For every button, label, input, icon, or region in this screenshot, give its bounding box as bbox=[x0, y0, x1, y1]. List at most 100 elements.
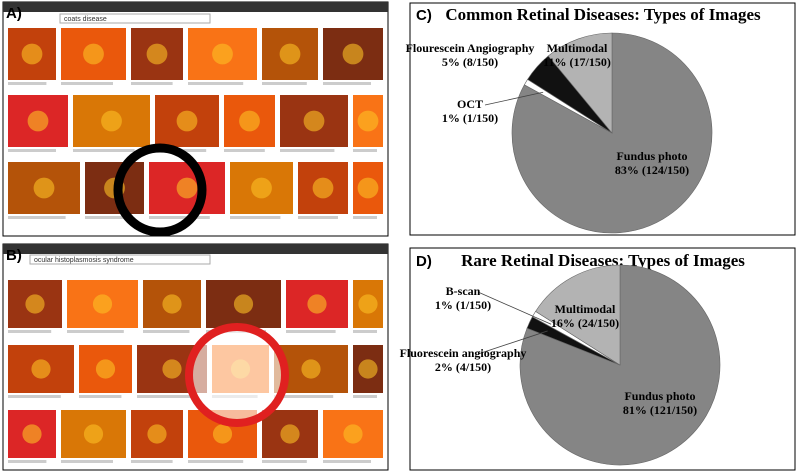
thumbnail-spot bbox=[176, 110, 198, 132]
thumbnail-spot bbox=[95, 359, 116, 379]
thumbnail-caption bbox=[224, 149, 265, 152]
thumbnail-caption bbox=[73, 149, 135, 152]
panel-label: D) bbox=[416, 253, 432, 270]
thumbnail-caption bbox=[262, 82, 307, 85]
thumbnail-caption bbox=[286, 330, 336, 333]
thumbnail-spot bbox=[92, 294, 113, 314]
thumbnail-caption bbox=[8, 216, 66, 219]
thumbnail-caption bbox=[79, 395, 122, 398]
thumbnail-spot bbox=[251, 177, 272, 199]
thumbnail-spot bbox=[83, 424, 104, 444]
thumbnail-spot bbox=[343, 424, 363, 444]
thumbnail-caption bbox=[230, 216, 281, 219]
thumbnail-caption bbox=[298, 216, 338, 219]
thumbnail-caption bbox=[8, 395, 61, 398]
slice-value-label: 81% (121/150) bbox=[623, 403, 697, 417]
slice-value-label: 2% (4/150) bbox=[435, 360, 491, 374]
thumbnail-caption bbox=[149, 216, 210, 219]
thumbnail-caption bbox=[137, 395, 193, 398]
thumbnail-spot bbox=[301, 359, 321, 379]
thumbnail-spot bbox=[357, 177, 379, 199]
thumbnail-caption bbox=[8, 149, 56, 152]
thumbnail-spot bbox=[342, 43, 364, 65]
slice-value-label: 11% (17/150) bbox=[543, 55, 611, 69]
thumbnail-spot bbox=[162, 294, 182, 314]
thumbnail-caption bbox=[353, 216, 377, 219]
panel-label: A) bbox=[6, 5, 22, 22]
thumbnail-spot bbox=[307, 294, 327, 314]
thumbnail-spot bbox=[176, 177, 198, 199]
thumbnail-caption bbox=[8, 460, 47, 463]
pie-slice bbox=[547, 32, 613, 134]
thumbnail-caption bbox=[67, 330, 124, 333]
leader-line bbox=[484, 91, 544, 106]
panel-label: C) bbox=[416, 7, 432, 24]
search-query: ocular histoplasmosis syndrome bbox=[34, 257, 134, 264]
leader-line bbox=[477, 291, 552, 325]
thumbnail-spot bbox=[212, 43, 233, 65]
thumbnail-spot bbox=[22, 424, 42, 444]
thumbnail-caption bbox=[188, 82, 244, 85]
thumbnail-caption bbox=[353, 330, 377, 333]
thumbnail-spot bbox=[303, 110, 325, 132]
thumbnail-spot bbox=[280, 424, 300, 444]
thumbnail-caption bbox=[143, 330, 190, 333]
slice-value-label: 1% (1/150) bbox=[442, 111, 498, 125]
thumbnail-caption bbox=[262, 460, 307, 463]
thumbnail-spot bbox=[21, 43, 43, 65]
leader-line bbox=[477, 330, 548, 355]
thumbnail-spot bbox=[212, 424, 233, 444]
thumbnail-spot bbox=[147, 424, 167, 444]
thumbnail-spot bbox=[358, 294, 378, 314]
thumbnail-caption bbox=[85, 216, 133, 219]
thumbnail-caption bbox=[353, 149, 377, 152]
slice-value-label: 83% (124/150) bbox=[615, 163, 689, 177]
thumbnail-spot bbox=[101, 110, 122, 132]
thumbnail-spot bbox=[83, 43, 104, 65]
slice-value-label: 1% (1/150) bbox=[435, 298, 491, 312]
slice-label: B-scan bbox=[446, 284, 481, 298]
chart-title: Common Retinal Diseases: Types of Images bbox=[445, 5, 761, 24]
thumbnail-spot bbox=[162, 359, 182, 379]
thumbnail-spot bbox=[357, 110, 379, 132]
slice-label: Multimodal bbox=[547, 41, 608, 55]
thumbnail-caption bbox=[131, 82, 173, 85]
thumbnail-caption bbox=[188, 460, 244, 463]
browser-bar bbox=[3, 2, 388, 12]
thumbnail-spot bbox=[146, 43, 168, 65]
slice-label: Fundus photo bbox=[624, 389, 695, 403]
highlight-circle bbox=[185, 323, 289, 427]
thumbnail-caption bbox=[8, 82, 47, 85]
thumbnail-spot bbox=[358, 359, 378, 379]
thumbnail-spot bbox=[233, 294, 254, 314]
thumbnail-caption bbox=[274, 395, 334, 398]
thumbnail-spot bbox=[25, 294, 45, 314]
thumbnail-spot bbox=[239, 110, 260, 132]
search-box bbox=[59, 13, 211, 24]
highlight-circle bbox=[113, 143, 207, 237]
thumbnail-caption bbox=[280, 149, 335, 152]
thumbnail-caption bbox=[323, 82, 371, 85]
chart-title: Rare Retinal Diseases: Types of Images bbox=[461, 251, 745, 270]
search-query: coats disease bbox=[64, 16, 107, 23]
thumbnail-caption bbox=[61, 460, 113, 463]
thumbnail-spot bbox=[33, 177, 55, 199]
thumbnail-spot bbox=[312, 177, 334, 199]
thumbnail-spot bbox=[279, 43, 301, 65]
thumbnail-spot bbox=[31, 359, 51, 379]
slice-label: OCT bbox=[457, 97, 483, 111]
slice-label: Flourescein Angiography bbox=[406, 41, 535, 55]
thumbnail-spot bbox=[27, 110, 49, 132]
slice-label: Fundus photo bbox=[616, 149, 687, 163]
pie-slice bbox=[535, 264, 621, 366]
thumbnail-caption bbox=[323, 460, 371, 463]
slice-value-label: 16% (24/150) bbox=[551, 316, 619, 330]
thumbnail-caption bbox=[131, 460, 173, 463]
thumbnail-caption bbox=[353, 395, 377, 398]
search-box bbox=[29, 254, 211, 265]
thumbnail-caption bbox=[8, 330, 52, 333]
browser-bar bbox=[3, 244, 388, 254]
slice-value-label: 5% (8/150) bbox=[442, 55, 498, 69]
slice-label: Fluorescein angiography bbox=[400, 346, 527, 360]
